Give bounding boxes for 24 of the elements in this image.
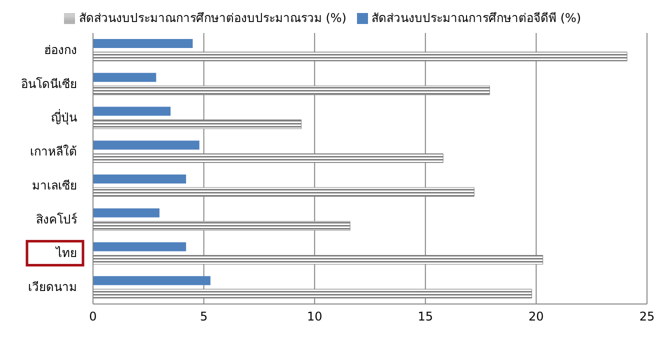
bar (93, 106, 171, 116)
legend-label: สัดส่วนงบประมาณการศึกษาต่องบประมาณรวม (%) (78, 11, 346, 25)
y-tick-label: ไทย (55, 246, 77, 260)
bar (93, 72, 156, 82)
bar (93, 140, 200, 150)
x-tick-label: 15 (418, 310, 434, 324)
x-tick-label: 5 (200, 310, 208, 324)
legend-label: สัดส่วนงบประมาณการศึกษาต่อจีดีพี (%) (372, 11, 582, 25)
bar (93, 174, 186, 184)
bar (93, 276, 210, 286)
bar (93, 208, 160, 218)
y-tick-label: ฮ่องกง (44, 42, 77, 57)
y-tick-label: สิงคโปร์ (36, 212, 78, 226)
y-tick-label: เวียดนาม (28, 280, 77, 294)
y-tick-label: เกาหลีใต้ (30, 144, 77, 159)
bar (93, 39, 193, 48)
y-tick-label: อินโดนีเซีย (21, 76, 77, 91)
bar (93, 242, 186, 252)
x-tick-label: 0 (89, 310, 97, 324)
x-tick-label: 10 (306, 310, 322, 324)
x-tick-label: 20 (528, 310, 544, 324)
y-tick-label: ญี่ปุ่น (51, 108, 77, 126)
y-tick-label: มาเลเซีย (32, 178, 77, 192)
x-tick-label: 25 (639, 310, 655, 324)
